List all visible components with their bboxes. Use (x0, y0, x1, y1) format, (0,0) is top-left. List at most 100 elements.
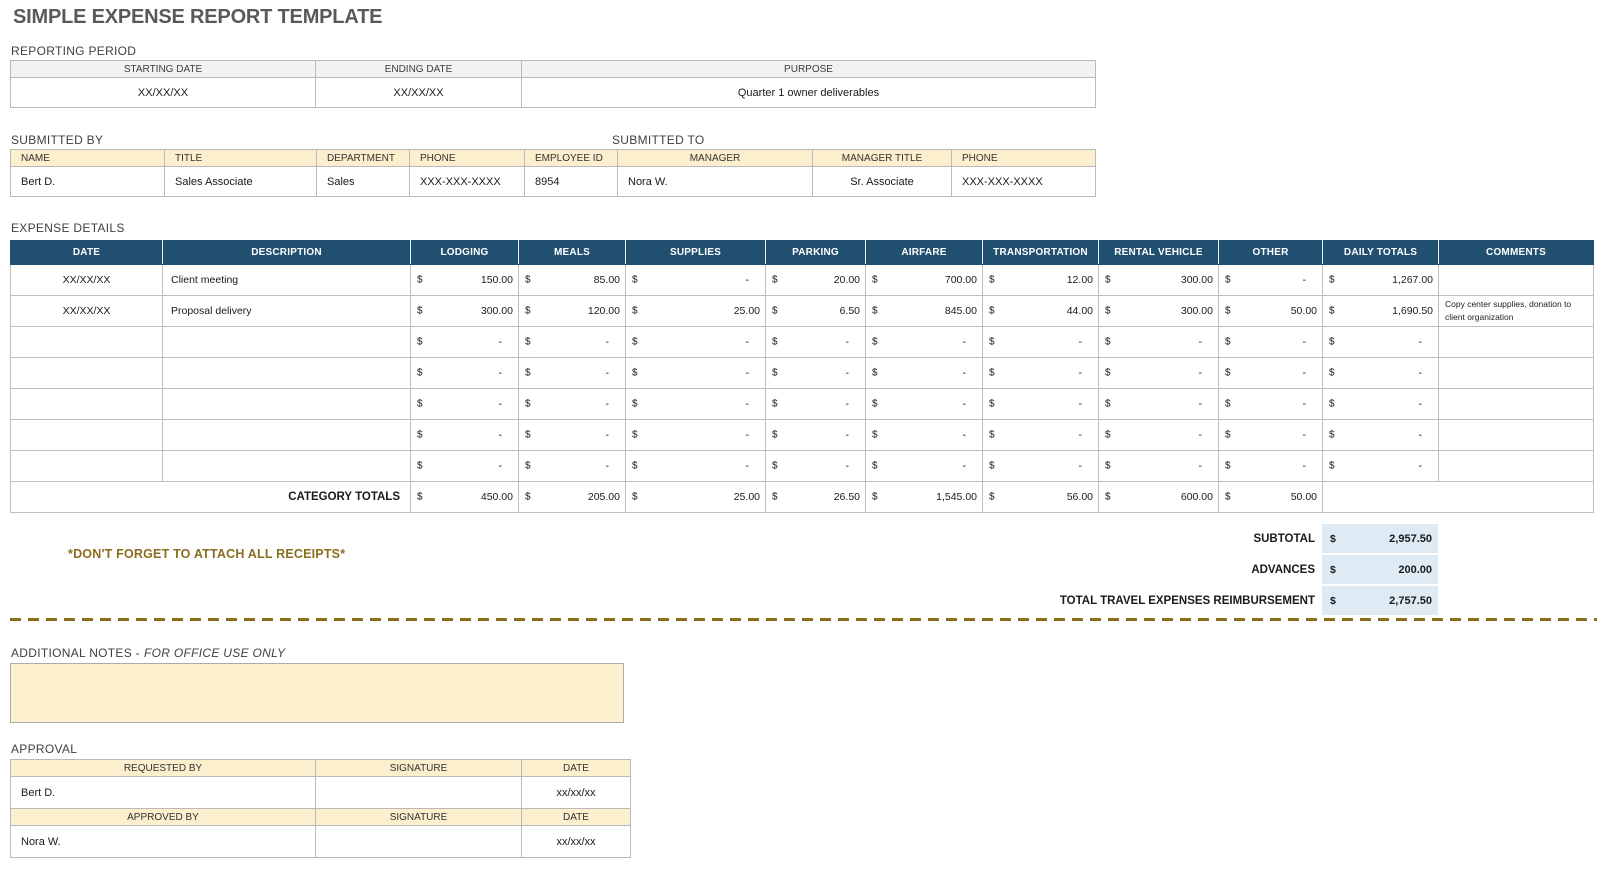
amount-cell[interactable]: $ - (865, 419, 983, 451)
department-cell[interactable]: Sales (316, 166, 410, 197)
comments-cell[interactable]: Copy center supplies, donation to client… (1438, 295, 1594, 327)
amount-cell[interactable]: $ - (625, 357, 766, 389)
amount-cell[interactable]: $1,690.50 (1322, 295, 1439, 327)
amount-cell[interactable]: $ - (518, 357, 626, 389)
amount-cell[interactable]: $ - (1322, 419, 1439, 451)
amount-cell[interactable]: $450.00 (410, 481, 519, 513)
date-cell[interactable]: XX/XX/XX (10, 295, 163, 327)
amount-cell[interactable]: $ - (865, 388, 983, 420)
amount-cell[interactable]: $205.00 (518, 481, 626, 513)
amount-cell[interactable]: $300.00 (1098, 295, 1219, 327)
amount-cell[interactable]: $150.00 (410, 264, 519, 296)
amount-cell[interactable]: $ - (865, 326, 983, 358)
name-cell[interactable]: Bert D. (10, 166, 165, 197)
amount-cell[interactable]: $1,545.00 (865, 481, 983, 513)
date-cell[interactable] (10, 419, 163, 451)
amount-cell[interactable]: $12.00 (982, 264, 1099, 296)
amount-cell[interactable]: $44.00 (982, 295, 1099, 327)
date-cell[interactable] (10, 326, 163, 358)
additional-notes-input[interactable] (10, 663, 624, 723)
amount-cell[interactable]: $ - (410, 326, 519, 358)
amount-cell[interactable]: $ - (1218, 264, 1323, 296)
amount-cell[interactable]: $ - (1218, 450, 1323, 482)
description-cell[interactable] (162, 450, 411, 482)
requested-by-date-cell[interactable]: xx/xx/xx (521, 776, 631, 809)
purpose-cell[interactable]: Quarter 1 owner deliverables (521, 77, 1096, 108)
amount-cell[interactable]: $ - (982, 326, 1099, 358)
amount-cell[interactable]: $ - (1218, 326, 1323, 358)
amount-cell[interactable]: $ - (1218, 357, 1323, 389)
description-cell[interactable] (162, 357, 411, 389)
date-cell[interactable] (10, 357, 163, 389)
manager-cell[interactable]: Nora W. (617, 166, 813, 197)
requested-by-name-cell[interactable]: Bert D. (10, 776, 316, 809)
amount-cell[interactable]: $845.00 (865, 295, 983, 327)
amount-cell[interactable]: $50.00 (1218, 481, 1323, 513)
amount-cell[interactable]: $ - (625, 264, 766, 296)
amount-cell[interactable]: $ - (865, 357, 983, 389)
phone-cell[interactable]: XXX-XXX-XXXX (409, 166, 525, 197)
description-cell[interactable] (162, 419, 411, 451)
amount-cell[interactable]: $ - (765, 450, 866, 482)
amount-cell[interactable]: $20.00 (765, 264, 866, 296)
amount-cell[interactable]: $ - (865, 450, 983, 482)
advances-value-box[interactable]: $ 200.00 (1322, 555, 1438, 584)
comments-cell[interactable] (1438, 388, 1594, 420)
comments-cell[interactable] (1438, 326, 1594, 358)
amount-cell[interactable]: $ - (982, 388, 1099, 420)
amount-cell[interactable]: $ - (1098, 388, 1219, 420)
ending-date-cell[interactable]: XX/XX/XX (315, 77, 522, 108)
amount-cell[interactable]: $ - (625, 419, 766, 451)
date-cell[interactable] (10, 388, 163, 420)
description-cell[interactable]: Client meeting (162, 264, 411, 296)
manager-phone-cell[interactable]: XXX-XXX-XXXX (951, 166, 1096, 197)
subtotal-value-box[interactable]: $ 2,957.50 (1322, 524, 1438, 553)
starting-date-cell[interactable]: XX/XX/XX (10, 77, 316, 108)
amount-cell[interactable]: $ - (518, 419, 626, 451)
amount-cell[interactable]: $600.00 (1098, 481, 1219, 513)
amount-cell[interactable]: $ - (1218, 388, 1323, 420)
amount-cell[interactable]: $ - (982, 419, 1099, 451)
amount-cell[interactable]: $50.00 (1218, 295, 1323, 327)
amount-cell[interactable]: $ - (765, 357, 866, 389)
date-cell[interactable]: XX/XX/XX (10, 264, 163, 296)
amount-cell[interactable]: $ - (765, 326, 866, 358)
comments-cell[interactable] (1438, 419, 1594, 451)
amount-cell[interactable]: $25.00 (625, 481, 766, 513)
amount-cell[interactable]: $56.00 (982, 481, 1099, 513)
amount-cell[interactable]: $ - (765, 419, 866, 451)
description-cell[interactable] (162, 326, 411, 358)
amount-cell[interactable]: $ - (982, 357, 1099, 389)
amount-cell[interactable]: $ - (410, 357, 519, 389)
date-cell[interactable] (10, 450, 163, 482)
amount-cell[interactable]: $ - (518, 388, 626, 420)
amount-cell[interactable]: $ - (1098, 326, 1219, 358)
manager-title-cell[interactable]: Sr. Associate (812, 166, 952, 197)
description-cell[interactable] (162, 388, 411, 420)
amount-cell[interactable]: $300.00 (410, 295, 519, 327)
amount-cell[interactable]: $ - (1098, 419, 1219, 451)
amount-cell[interactable]: $ - (410, 388, 519, 420)
total-reimbursement-value-box[interactable]: $ 2,757.50 (1322, 586, 1438, 615)
amount-cell[interactable]: $ - (518, 450, 626, 482)
approved-by-name-cell[interactable]: Nora W. (10, 825, 316, 858)
amount-cell[interactable]: $1,267.00 (1322, 264, 1439, 296)
amount-cell[interactable]: $ - (518, 326, 626, 358)
amount-cell[interactable]: $ - (765, 388, 866, 420)
comments-cell[interactable] (1438, 264, 1594, 296)
amount-cell[interactable]: $ - (625, 326, 766, 358)
requested-by-signature-cell[interactable] (315, 776, 522, 809)
amount-cell[interactable]: $ - (1322, 388, 1439, 420)
amount-cell[interactable]: $ - (1322, 450, 1439, 482)
amount-cell[interactable]: $ - (410, 450, 519, 482)
amount-cell[interactable]: $ - (1098, 450, 1219, 482)
amount-cell[interactable]: $300.00 (1098, 264, 1219, 296)
title-cell[interactable]: Sales Associate (164, 166, 317, 197)
amount-cell[interactable]: $25.00 (625, 295, 766, 327)
amount-cell[interactable]: $ - (410, 419, 519, 451)
amount-cell[interactable]: $ - (625, 388, 766, 420)
description-cell[interactable]: Proposal delivery (162, 295, 411, 327)
amount-cell[interactable]: $ - (1322, 357, 1439, 389)
amount-cell[interactable]: $ - (982, 450, 1099, 482)
amount-cell[interactable]: $ - (625, 450, 766, 482)
